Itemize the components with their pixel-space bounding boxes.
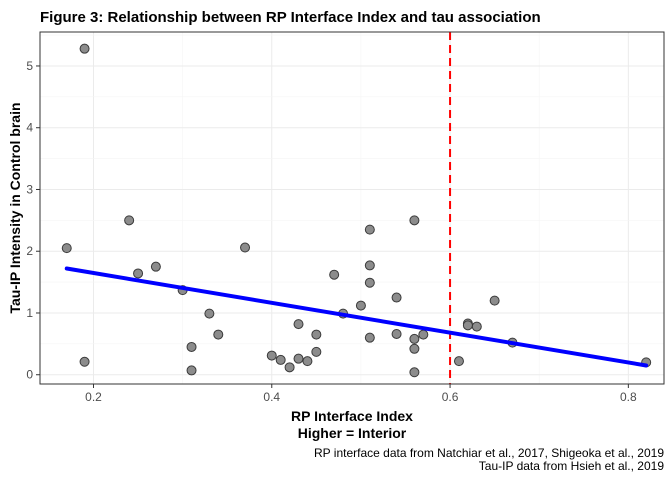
data-point [453,356,464,367]
caption-line-1: RP interface data from Natchiar et al., … [314,446,664,460]
data-point [79,43,90,54]
x-axis: 0.2 0.4 0.6 0.8 [85,384,637,404]
data-point [409,367,420,378]
data-point [275,354,286,365]
data-point [391,328,402,339]
data-point [213,329,224,340]
data-point [204,308,215,319]
data-point [391,292,402,303]
data-point [293,353,304,364]
x-tick-label: 0.8 [620,390,637,404]
x-tick-label: 0.6 [442,390,459,404]
panel-border [39,31,665,385]
data-point [364,332,375,343]
data-point [284,362,295,373]
y-tick-label: 5 [26,59,33,73]
data-point [302,356,313,367]
data-point [471,321,482,332]
data-point [293,319,304,330]
caption-line-2: Tau-IP data from Hsieh et al., 2019 [479,459,665,473]
data-point [409,215,420,226]
x-axis-title: RP Interface Index [291,408,413,424]
y-axis: 0 1 2 3 4 5 [26,59,40,382]
data-point [61,243,72,254]
y-tick-label: 1 [26,306,33,320]
data-point [311,329,322,340]
trend-line [64,266,649,368]
data-point [364,224,375,235]
data-point [124,215,135,226]
plot-panel [40,32,664,384]
data-point [240,242,251,253]
data-point [409,333,420,344]
data-point [266,350,277,361]
y-tick-label: 4 [26,121,33,135]
y-tick-label: 0 [26,368,33,382]
data-point [311,346,322,357]
x-tick-label: 0.4 [263,390,280,404]
chart-title: Figure 3: Relationship between RP Interf… [40,9,541,26]
data-point [79,356,90,367]
data-point [409,343,420,354]
data-point [364,260,375,271]
x-tick-label: 0.2 [85,390,102,404]
data-point [355,300,366,311]
data-point [186,341,197,352]
data-point [418,329,429,340]
y-tick-label: 2 [26,244,33,258]
data-point [329,269,340,280]
data-point [462,320,473,331]
data-point [133,268,144,279]
y-tick-label: 3 [26,182,33,196]
x-axis-subtitle: Higher = Interior [298,425,407,441]
data-point [489,295,500,306]
data-point [150,261,161,272]
data-point [186,365,197,376]
y-axis-title: Tau-IP Intensity in Control brain [7,102,23,313]
data-point [364,277,375,288]
